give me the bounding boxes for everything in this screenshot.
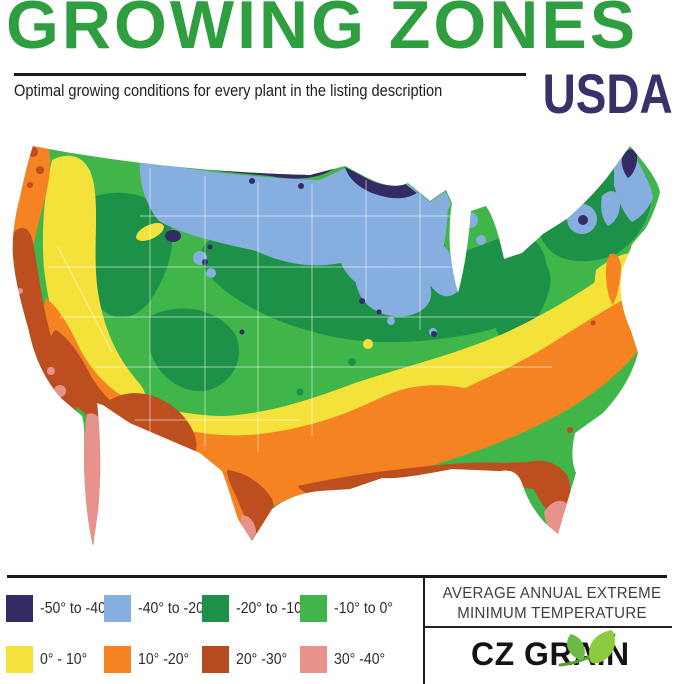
legend-item-0-10: 0° - 10°: [6, 646, 94, 673]
legend-label: -10° to 0°: [334, 600, 394, 617]
legend-item-20-30: 20° -30°: [202, 646, 294, 673]
zone-swatch-green: [300, 595, 327, 622]
legend-label: 20° -30°: [236, 651, 288, 668]
subtitle: Optimal growing conditions for every pla…: [14, 81, 443, 100]
legend-panel-title-line1: AVERAGE ANNUAL EXTREME: [442, 585, 662, 602]
legend-divider-vertical: [423, 575, 425, 684]
zone-swatch-navy: [6, 595, 33, 622]
legend-label: -50° to -40°: [40, 600, 112, 617]
legend-item-10-20: 10° -20°: [104, 646, 196, 673]
legend-label: 30° -40°: [334, 651, 386, 668]
zone-swatch-darkgreen: [202, 595, 229, 622]
us-map-svg: [12, 146, 660, 546]
legend-panel-title-line2: MINIMUM TEMPERATURE: [457, 605, 647, 623]
legend-item-30-40: 30° -40°: [300, 646, 392, 673]
legend-divider-horizontal: [425, 626, 672, 628]
zone-swatch-darkred: [202, 646, 229, 673]
title-divider: [14, 73, 526, 76]
legend-right-panel: AVERAGE ANNUAL EXTREME MINIMUM TEMPERATU…: [425, 575, 679, 684]
state-borders: [48, 168, 552, 452]
legend-label: 10° -20°: [138, 651, 190, 668]
legend-item-neg50-neg40: -50° to -40°: [6, 595, 121, 622]
legend-item-neg10-0: -10° to 0°: [300, 595, 401, 622]
legend-item-neg20-neg10: -20° to -10°: [202, 595, 317, 622]
zone-swatch-blue: [104, 595, 131, 622]
legend-divider-top: [7, 575, 667, 578]
zone-swatch-orange: [104, 646, 131, 673]
legend-label: -40° to -20°: [138, 600, 210, 617]
zone-swatch-salmon: [300, 646, 327, 673]
zone-swatch-yellow: [6, 646, 33, 673]
legend-item-neg40-neg20: -40° to -20°: [104, 595, 219, 622]
sprout-leaves-icon: [558, 630, 616, 667]
legend-label: 0° - 10°: [40, 651, 88, 668]
page-title: GROWING ZONES: [6, 0, 639, 63]
us-growing-zones-map: [0, 110, 679, 580]
legend-label: -20° to -10°: [236, 600, 308, 617]
legend: -50° to -40° -40° to -20° -20° to -10° -…: [0, 575, 679, 684]
usda-wordmark: USDA: [542, 62, 673, 125]
legend-panel-title: AVERAGE ANNUAL EXTREME MINIMUM TEMPERATU…: [429, 584, 675, 625]
